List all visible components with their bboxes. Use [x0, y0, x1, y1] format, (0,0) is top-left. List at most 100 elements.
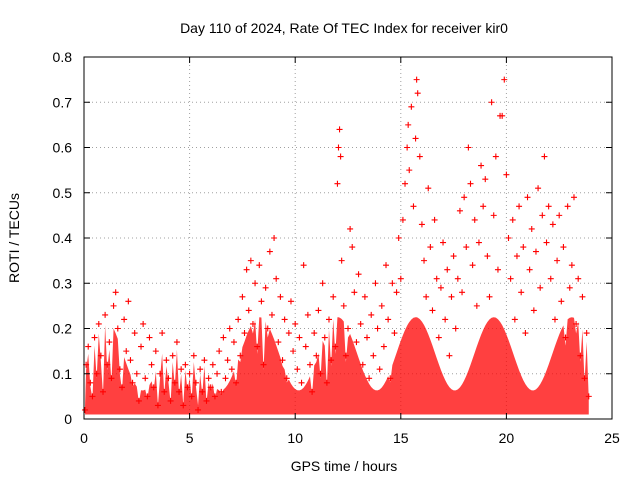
data-point [110, 302, 117, 309]
data-point [539, 212, 546, 219]
data-point [142, 375, 149, 382]
y-tick-label: 0.2 [53, 321, 73, 337]
data-point [224, 357, 231, 364]
data-point [378, 302, 385, 309]
data-point [283, 375, 290, 382]
data-point [410, 203, 417, 210]
data-point [535, 185, 542, 192]
data-point [478, 162, 485, 169]
data-point [465, 144, 472, 151]
data-point [503, 171, 510, 178]
data-point [211, 393, 218, 400]
data-point [522, 330, 529, 337]
data-point [554, 257, 561, 264]
roti-density-band [85, 317, 589, 415]
data-point [323, 379, 330, 386]
data-point [188, 393, 195, 400]
data-point [372, 280, 379, 287]
data-point [501, 76, 508, 83]
data-point [285, 330, 292, 337]
data-point [218, 388, 225, 395]
y-tick-label: 0.5 [53, 185, 73, 201]
data-point [131, 330, 138, 337]
data-points [82, 76, 592, 413]
data-point [440, 239, 447, 246]
chart-title: Day 110 of 2024, Rate Of TEC Index for r… [180, 20, 508, 36]
x-tick-label: 0 [80, 430, 88, 446]
data-point [93, 370, 100, 377]
data-point [395, 235, 402, 241]
data-point [315, 307, 322, 314]
data-point [304, 311, 311, 318]
data-point [564, 203, 571, 210]
roti-density-bands [85, 317, 589, 415]
data-point [243, 266, 250, 273]
data-point [454, 275, 461, 282]
data-point [313, 352, 320, 359]
data-point [520, 244, 527, 251]
data-point [254, 343, 261, 350]
data-point [159, 330, 166, 337]
data-point [383, 262, 390, 269]
data-point [353, 339, 360, 346]
data-point [190, 352, 197, 359]
y-tick-label: 0 [64, 411, 72, 427]
y-tick-label: 0.6 [53, 140, 73, 156]
data-point [528, 225, 535, 232]
data-point [112, 289, 119, 296]
data-point [406, 167, 413, 174]
data-point [235, 316, 242, 323]
y-tick-label: 0.1 [53, 366, 73, 382]
data-point [581, 375, 588, 382]
data-point [89, 393, 96, 400]
data-point [296, 334, 303, 341]
data-point [359, 361, 366, 368]
data-point [423, 293, 430, 300]
data-point [560, 244, 567, 251]
data-point [127, 357, 134, 364]
data-point [209, 361, 216, 368]
data-point [452, 325, 459, 332]
x-axis-ticks: 0 5 10 15 20 25 [80, 57, 620, 446]
data-point [258, 298, 265, 305]
data-point [568, 262, 575, 269]
data-point [530, 307, 537, 314]
data-point [157, 370, 164, 377]
data-point [492, 153, 499, 160]
data-point [467, 180, 474, 187]
data-point [133, 370, 140, 377]
y-axis-ticks: 0 0.1 0.2 0.3 0.4 0.5 0.6 0.7 0.8 [53, 49, 612, 427]
data-point [469, 262, 476, 269]
data-point [364, 334, 371, 341]
data-point [309, 388, 316, 395]
data-point [397, 275, 404, 282]
data-point [138, 343, 145, 350]
data-point [556, 212, 563, 219]
y-tick-label: 0.3 [53, 275, 73, 291]
data-point [351, 289, 358, 296]
data-point [484, 253, 491, 260]
data-point [404, 144, 411, 151]
data-point [461, 194, 468, 201]
data-point [433, 275, 440, 282]
data-point [342, 352, 349, 359]
data-point [154, 402, 161, 409]
data-point [176, 388, 183, 395]
data-point [425, 185, 432, 192]
x-tick-label: 20 [499, 430, 515, 446]
data-point [290, 348, 297, 355]
data-point [387, 375, 394, 382]
data-point [505, 235, 512, 241]
data-point [545, 203, 552, 210]
data-point [583, 330, 590, 337]
data-point [100, 388, 107, 395]
data-point [412, 135, 419, 142]
data-point [140, 320, 147, 327]
data-point [456, 207, 463, 214]
data-point [186, 370, 193, 377]
data-point [108, 375, 115, 382]
data-point [256, 262, 263, 269]
data-point [338, 257, 345, 264]
data-point [167, 397, 174, 404]
x-tick-label: 10 [287, 430, 303, 446]
